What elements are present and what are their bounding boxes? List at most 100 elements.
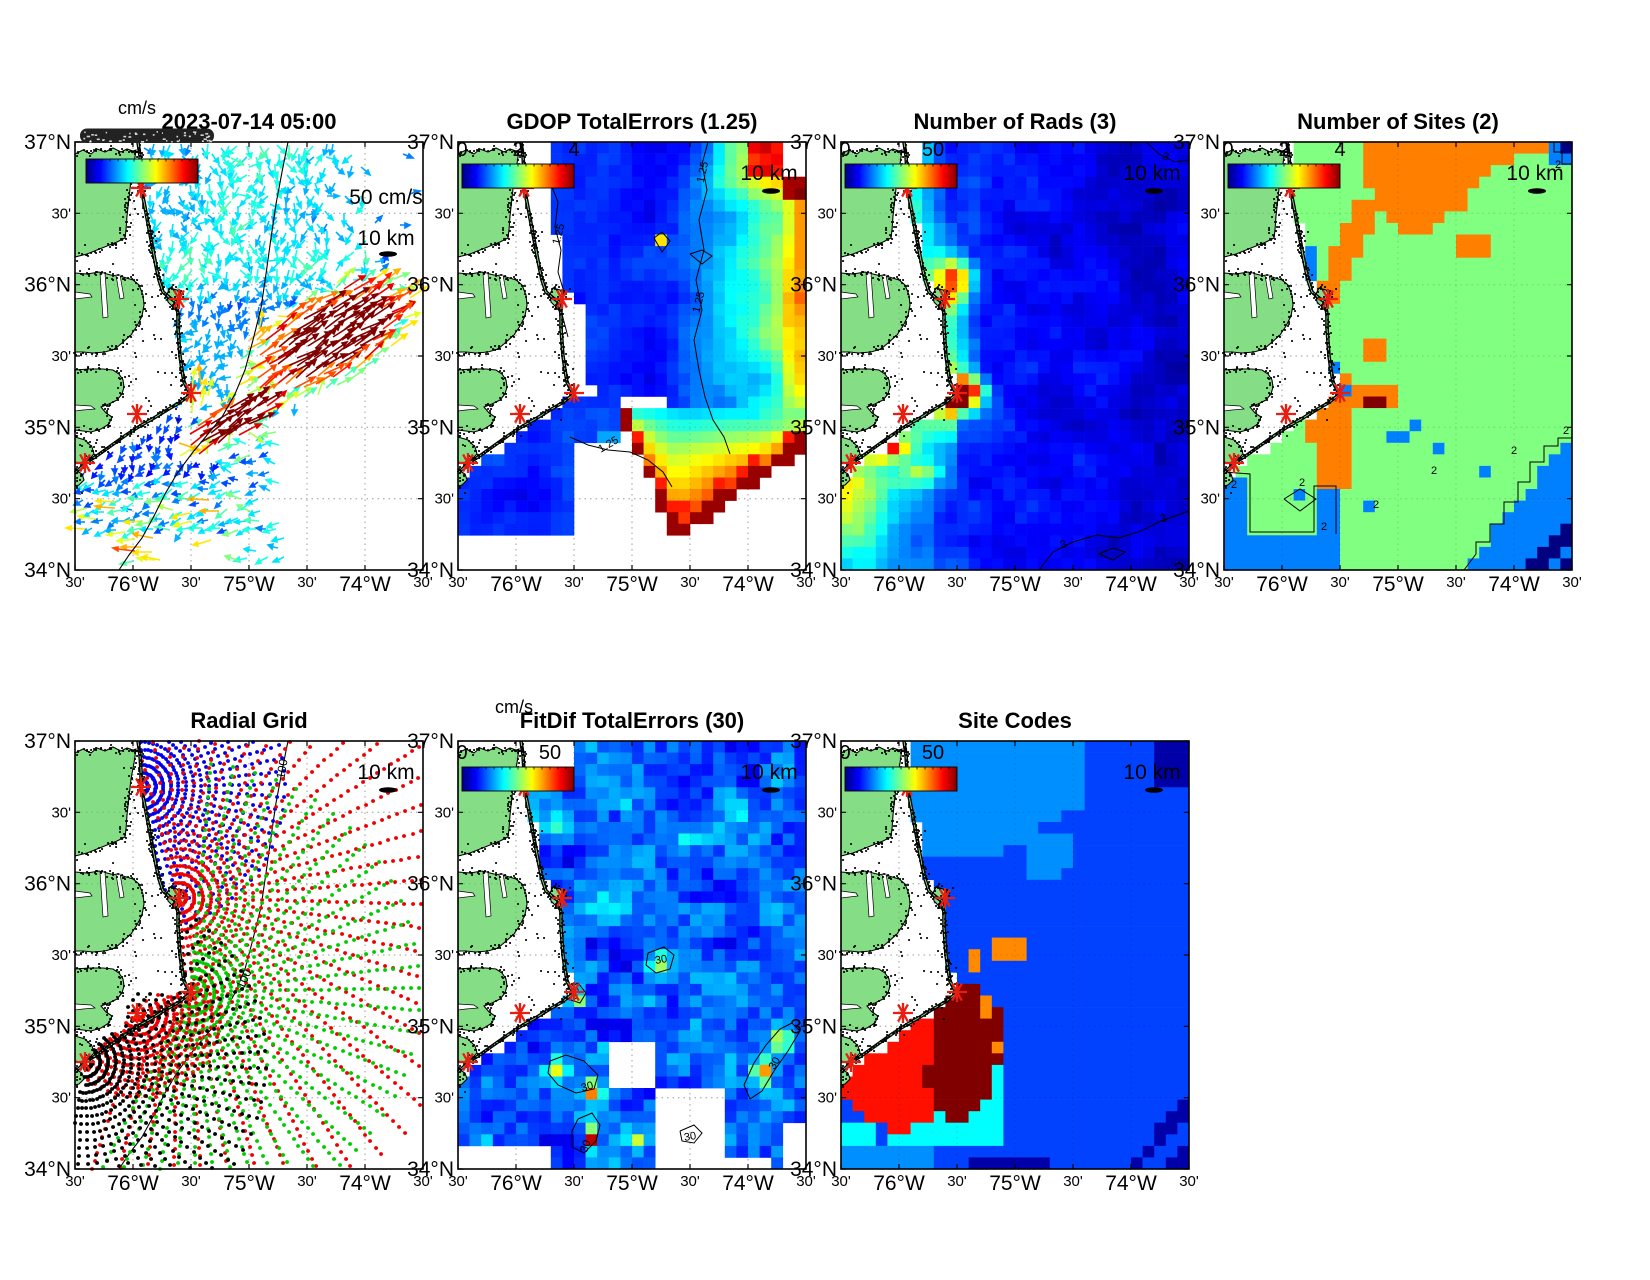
svg-text:75°W: 75°W xyxy=(1372,573,1424,596)
svg-text:30': 30' xyxy=(831,574,851,591)
svg-text:30': 30' xyxy=(51,348,71,365)
svg-text:Number of Sites (2): Number of Sites (2) xyxy=(1297,109,1499,134)
svg-text:34°N: 34°N xyxy=(24,1158,71,1181)
svg-text:Radial Grid: Radial Grid xyxy=(190,708,307,733)
svg-text:30: 30 xyxy=(580,1080,595,1095)
svg-text:30': 30' xyxy=(448,574,468,591)
svg-text:10 km: 10 km xyxy=(1123,162,1180,185)
svg-text:30': 30' xyxy=(1200,348,1220,365)
svg-text:75°W: 75°W xyxy=(606,1172,658,1195)
svg-text:30': 30' xyxy=(297,1173,317,1190)
svg-text:76°W: 76°W xyxy=(490,1172,542,1195)
svg-text:3: 3 xyxy=(1159,512,1168,525)
svg-text:10 km: 10 km xyxy=(357,761,414,784)
svg-text:30': 30' xyxy=(564,574,584,591)
svg-text:1.25: 1.25 xyxy=(550,222,567,246)
svg-text:35°N: 35°N xyxy=(790,416,837,439)
svg-text:76°W: 76°W xyxy=(490,573,542,596)
svg-text:36°N: 36°N xyxy=(24,873,71,896)
svg-text:35°N: 35°N xyxy=(1173,416,1220,439)
svg-text:30': 30' xyxy=(1063,574,1083,591)
svg-text:30': 30' xyxy=(817,804,837,821)
svg-text:50: 50 xyxy=(922,139,944,161)
svg-text:10 km: 10 km xyxy=(1506,162,1563,185)
svg-text:GDOP TotalErrors (1.25): GDOP TotalErrors (1.25) xyxy=(506,109,757,134)
svg-text:30': 30' xyxy=(947,574,967,591)
svg-text:35°N: 35°N xyxy=(24,1015,71,1038)
svg-text:30': 30' xyxy=(796,1173,816,1190)
svg-text:30': 30' xyxy=(1446,574,1466,591)
svg-text:37°N: 37°N xyxy=(1173,131,1220,154)
svg-text:30': 30' xyxy=(297,574,317,591)
svg-text:30': 30' xyxy=(817,348,837,365)
svg-text:30': 30' xyxy=(434,804,454,821)
svg-text:30': 30' xyxy=(947,1173,967,1190)
svg-text:30': 30' xyxy=(796,574,816,591)
svg-text:2: 2 xyxy=(1231,479,1237,491)
svg-text:1.25: 1.25 xyxy=(690,290,707,314)
svg-text:10 km: 10 km xyxy=(740,162,797,185)
svg-text:30: 30 xyxy=(654,953,668,967)
svg-text:30': 30' xyxy=(51,1090,71,1107)
svg-text:30': 30' xyxy=(51,205,71,222)
svg-text:2: 2 xyxy=(1563,425,1569,437)
svg-text:0: 0 xyxy=(1222,139,1233,161)
svg-text:30': 30' xyxy=(448,1173,468,1190)
svg-text:76°W: 76°W xyxy=(873,1172,925,1195)
svg-text:2: 2 xyxy=(1555,159,1561,171)
svg-text:34°N: 34°N xyxy=(24,559,71,582)
svg-text:35°N: 35°N xyxy=(790,1015,837,1038)
svg-text:74°W: 74°W xyxy=(722,573,774,596)
svg-text:30': 30' xyxy=(51,947,71,964)
svg-text:30': 30' xyxy=(817,491,837,508)
svg-text:74°W: 74°W xyxy=(339,573,391,596)
svg-text:Number of Rads (3): Number of Rads (3) xyxy=(914,109,1117,134)
svg-text:50: 50 xyxy=(539,742,561,764)
svg-text:35°N: 35°N xyxy=(407,1015,454,1038)
svg-text:2: 2 xyxy=(1299,477,1305,489)
svg-text:30: 30 xyxy=(767,1055,784,1072)
svg-text:30': 30' xyxy=(65,1173,85,1190)
svg-text:76°W: 76°W xyxy=(107,573,159,596)
svg-text:4: 4 xyxy=(568,139,579,161)
svg-text:30': 30' xyxy=(434,205,454,222)
svg-text:3: 3 xyxy=(1058,538,1068,551)
svg-text:37°N: 37°N xyxy=(407,730,454,753)
svg-text:30': 30' xyxy=(434,348,454,365)
svg-text:30': 30' xyxy=(1562,574,1582,591)
svg-text:34°N: 34°N xyxy=(790,1158,837,1181)
svg-text:75°W: 75°W xyxy=(606,573,658,596)
svg-text:30': 30' xyxy=(680,574,700,591)
svg-text:2: 2 xyxy=(1431,465,1437,477)
svg-text:34°N: 34°N xyxy=(407,559,454,582)
svg-text:36°N: 36°N xyxy=(407,274,454,297)
svg-text:37°N: 37°N xyxy=(790,131,837,154)
svg-text:30': 30' xyxy=(1330,574,1350,591)
svg-text:30': 30' xyxy=(1179,1173,1199,1190)
svg-text:75°W: 75°W xyxy=(223,573,275,596)
svg-text:30: 30 xyxy=(578,1139,593,1155)
svg-text:30': 30' xyxy=(413,574,433,591)
svg-text:30': 30' xyxy=(831,1173,851,1190)
svg-text:30': 30' xyxy=(564,1173,584,1190)
svg-text:34°N: 34°N xyxy=(407,1158,454,1181)
svg-text:76°W: 76°W xyxy=(1256,573,1308,596)
svg-text:100: 100 xyxy=(273,758,290,780)
svg-text:30': 30' xyxy=(817,1090,837,1107)
svg-text:0: 0 xyxy=(456,742,467,764)
svg-text:30': 30' xyxy=(1063,1173,1083,1190)
svg-text:74°W: 74°W xyxy=(1105,573,1157,596)
svg-text:76°W: 76°W xyxy=(107,1172,159,1195)
svg-text:50: 50 xyxy=(922,742,944,764)
svg-text:76°W: 76°W xyxy=(873,573,925,596)
svg-text:3: 3 xyxy=(1161,150,1171,163)
svg-text:36°N: 36°N xyxy=(790,873,837,896)
svg-text:30': 30' xyxy=(51,804,71,821)
svg-text:30': 30' xyxy=(181,1173,201,1190)
svg-text:2: 2 xyxy=(1321,521,1327,533)
svg-text:36°N: 36°N xyxy=(790,274,837,297)
svg-text:30': 30' xyxy=(817,205,837,222)
svg-text:50 cm/s: 50 cm/s xyxy=(349,186,423,209)
svg-text:1.25: 1.25 xyxy=(695,160,711,183)
svg-text:10 km: 10 km xyxy=(1123,761,1180,784)
